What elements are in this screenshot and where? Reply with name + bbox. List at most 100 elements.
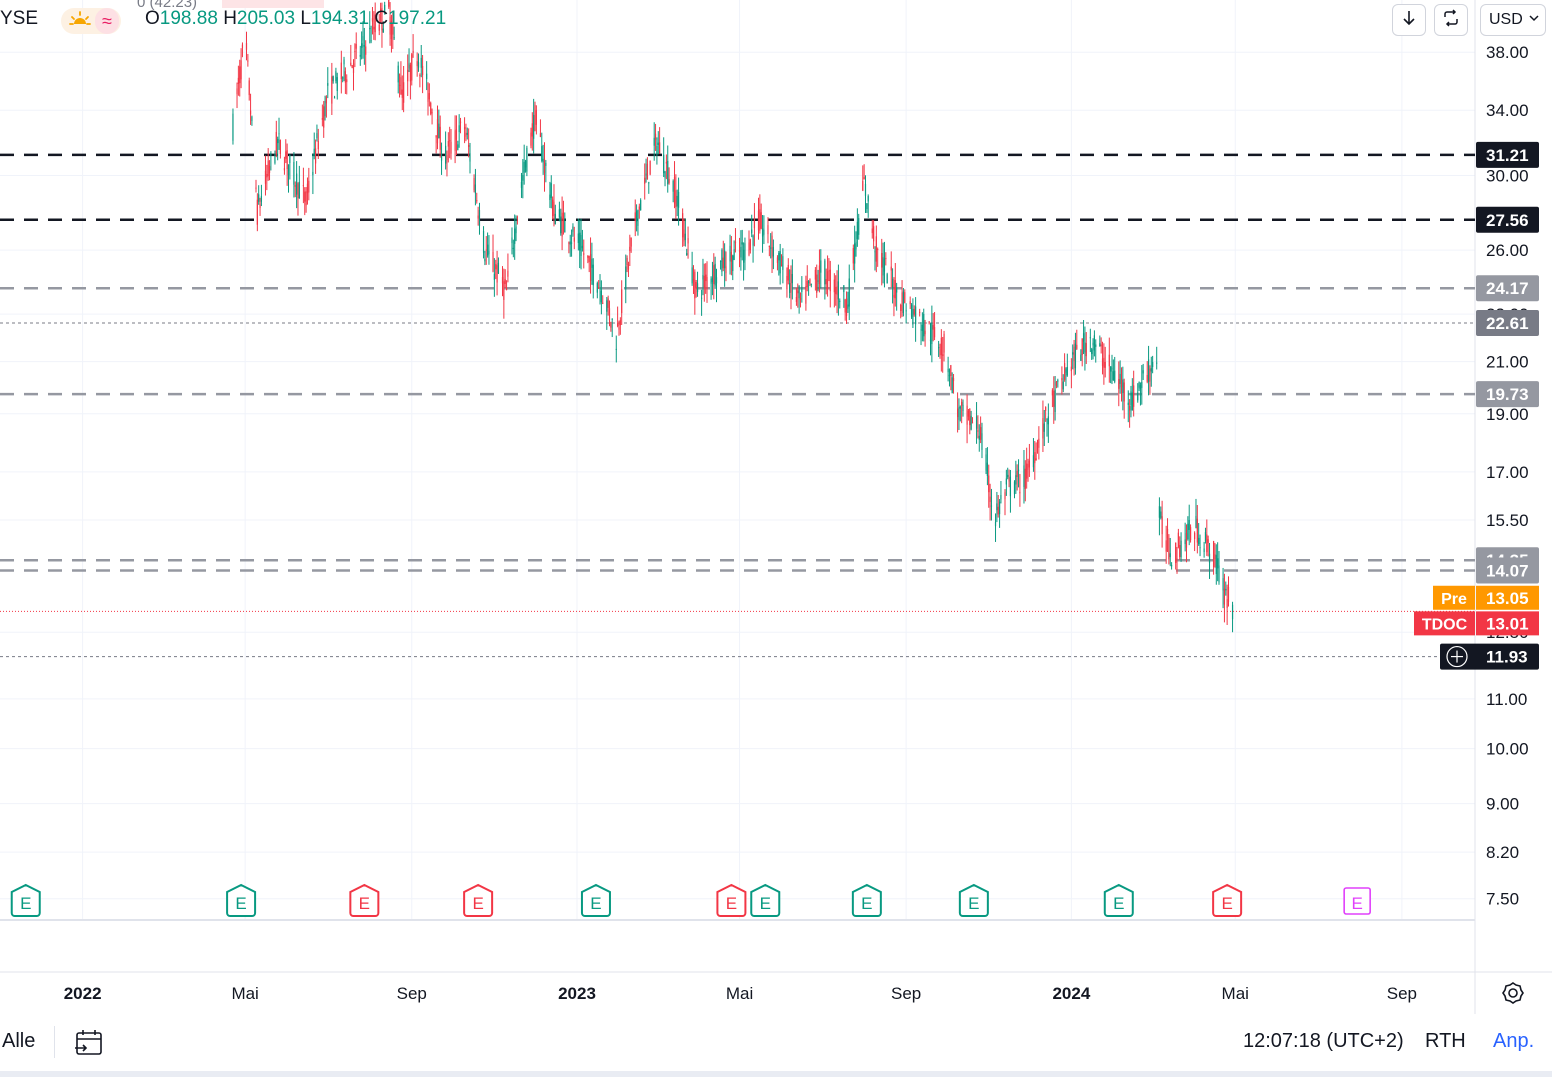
candle-body — [1127, 402, 1129, 405]
plus-circle-icon — [1446, 645, 1468, 668]
candle-body — [397, 65, 399, 83]
earnings-marker-letter: E — [861, 894, 872, 913]
candle-body — [729, 245, 731, 262]
candle-body — [501, 277, 504, 284]
candle-body — [1082, 333, 1085, 342]
candle-body — [630, 237, 632, 247]
candle-body — [1111, 367, 1113, 370]
candle-body — [981, 433, 983, 450]
earnings-marker[interactable]: E — [580, 883, 611, 917]
candle-body — [1019, 491, 1021, 494]
candle-body — [340, 62, 342, 80]
candle-body — [598, 287, 600, 289]
candle-body — [617, 323, 619, 327]
candle-body — [1038, 438, 1040, 448]
candle-body — [676, 195, 678, 207]
candle-body — [361, 43, 363, 48]
candle-body — [864, 183, 867, 196]
range-button-all[interactable]: Alle — [2, 1030, 36, 1052]
candle-body — [333, 97, 336, 99]
candle-body — [400, 77, 402, 94]
candle-body — [552, 199, 554, 217]
candle-body — [580, 234, 582, 256]
session-toggle[interactable]: RTH — [1425, 1030, 1466, 1052]
candle-body — [469, 153, 471, 162]
candle-body — [627, 264, 630, 270]
earnings-marker[interactable]: E — [851, 883, 882, 917]
candle-body — [497, 262, 500, 274]
earnings-marker[interactable]: E — [958, 883, 989, 917]
candle-body — [1222, 578, 1224, 591]
candle-body — [1104, 361, 1106, 368]
replay-button[interactable] — [1434, 4, 1468, 36]
gear-icon[interactable] — [1502, 982, 1524, 1004]
candle-body — [553, 201, 555, 217]
candle-body — [805, 286, 807, 304]
candle-body — [1027, 463, 1029, 470]
legend-highlight — [222, 0, 324, 8]
candle-body — [877, 248, 879, 250]
candle-body — [791, 274, 793, 284]
earnings-marker[interactable]: E — [1103, 883, 1134, 917]
candle-body — [466, 132, 468, 135]
earnings-marker[interactable]: E — [349, 883, 380, 917]
clock-time[interactable]: 12:07:18 (UTC+2) — [1243, 1030, 1404, 1052]
candle-body — [1084, 342, 1086, 353]
candle-body — [1036, 441, 1039, 444]
adjust-toggle[interactable]: Anp. — [1493, 1030, 1535, 1052]
candle-body — [1028, 460, 1030, 468]
candle-body — [1187, 523, 1189, 540]
candle-body — [331, 76, 333, 104]
candle-body — [1194, 532, 1196, 539]
symbol-title[interactable]: YSE — [0, 8, 39, 29]
candle-body — [232, 113, 234, 141]
currency-select[interactable]: USD — [1480, 4, 1546, 36]
candle-body — [686, 253, 688, 255]
candle-body — [1204, 532, 1207, 541]
calendar-goto-icon[interactable] — [74, 1028, 104, 1063]
earnings-marker[interactable]: E — [1343, 887, 1371, 915]
price-tag-value-bg — [1476, 585, 1539, 610]
earnings-marker[interactable]: E — [750, 883, 781, 917]
candle-body — [1034, 452, 1036, 464]
candle-body — [374, 14, 376, 33]
candle-body — [240, 60, 242, 80]
candle-body — [398, 84, 401, 86]
candle-body — [294, 185, 296, 187]
candle-body — [296, 173, 298, 195]
candle-body — [1072, 352, 1074, 355]
level-label-bg — [1476, 310, 1539, 337]
horizontal-levels — [0, 153, 1475, 658]
candle-body — [950, 365, 952, 376]
earnings-marker[interactable]: E — [716, 883, 747, 917]
candle-body — [1196, 518, 1198, 543]
candle-body — [608, 308, 611, 321]
earnings-marker[interactable]: E — [463, 883, 494, 917]
candle-body — [912, 309, 914, 325]
download-button[interactable] — [1392, 4, 1426, 36]
earnings-marker-letter: E — [1113, 894, 1124, 913]
price-tick-label: 17.00 — [1486, 463, 1529, 482]
earnings-marker[interactable]: E — [1212, 883, 1243, 917]
grid-lines — [0, 0, 1475, 920]
candle-body — [1165, 540, 1167, 552]
earnings-marker[interactable]: E — [10, 883, 41, 917]
candle-body — [550, 183, 552, 199]
candle-body — [255, 187, 257, 189]
candle-body — [634, 212, 636, 221]
currency-value: USD — [1489, 11, 1523, 28]
candle-body — [1110, 366, 1112, 372]
candle-body — [657, 142, 659, 145]
earnings-marker[interactable]: E — [226, 883, 257, 917]
candle-body — [1112, 371, 1114, 381]
candle-body — [267, 160, 269, 177]
candle-body — [359, 54, 361, 57]
ohlc-legend: O198.88 H205.03 L194.31 C197.21 — [145, 8, 446, 30]
candle-body — [618, 327, 620, 330]
price-chart[interactable]: 38.0034.0030.0026.0023.0021.0019.0017.00… — [0, 0, 1552, 1016]
candle-body — [1032, 455, 1035, 468]
candle-body — [760, 212, 762, 229]
session-pill[interactable]: ≈ — [61, 8, 121, 34]
candle-body — [465, 132, 467, 137]
